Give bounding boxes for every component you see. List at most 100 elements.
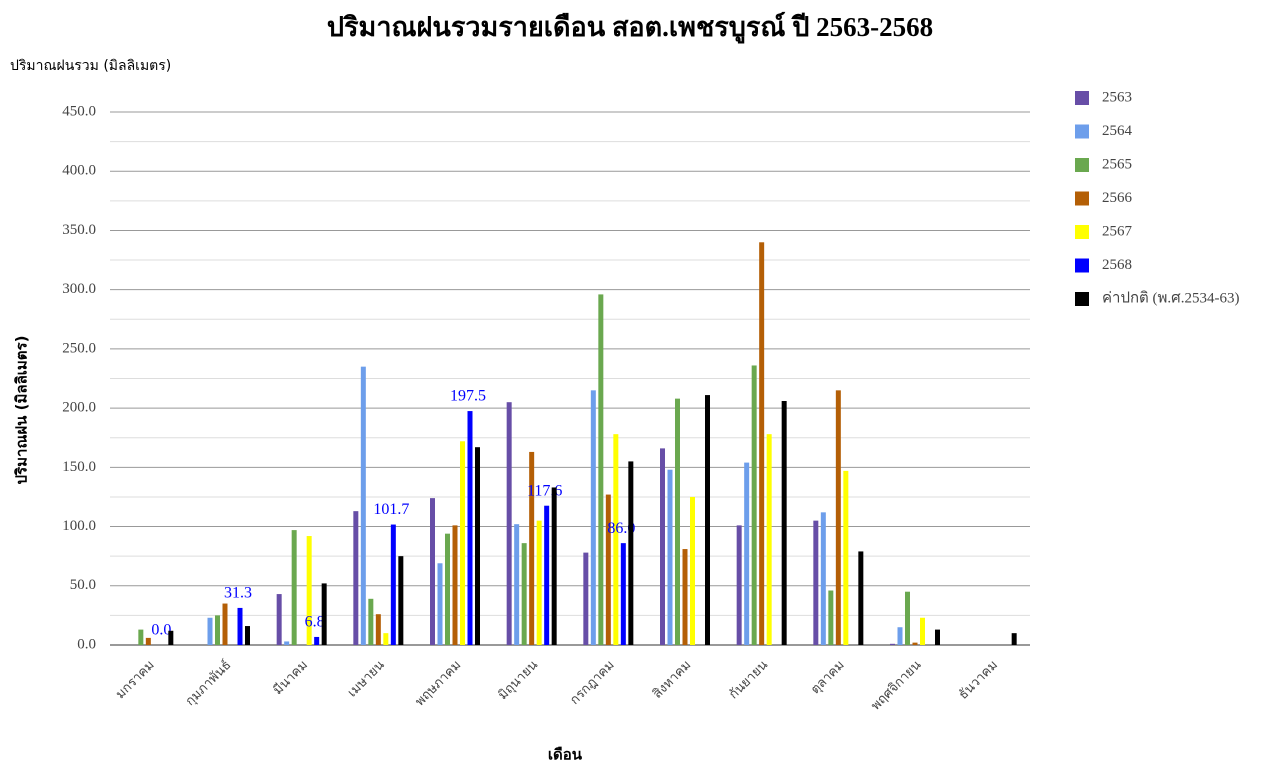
- bar: [544, 505, 550, 645]
- bar: [314, 636, 320, 645]
- bar: [912, 642, 918, 645]
- y-tick-label: 350.0: [62, 222, 96, 238]
- bar: [682, 549, 688, 645]
- bar: [360, 366, 366, 645]
- legend-swatch: [1075, 225, 1089, 239]
- bar: [820, 512, 826, 645]
- y-tick-label: 50.0: [70, 577, 96, 593]
- bar: [467, 411, 473, 645]
- bar: [766, 434, 772, 645]
- legend-swatch: [1075, 191, 1089, 206]
- legend-swatch: [1075, 158, 1089, 172]
- bar: [705, 395, 710, 645]
- bar: [935, 629, 940, 645]
- x-tick-label: เมษายน: [345, 658, 388, 701]
- bar: [736, 525, 742, 645]
- bar: [620, 543, 626, 645]
- bar: [390, 524, 396, 645]
- bar: [506, 402, 512, 645]
- bar: [781, 401, 787, 645]
- chart-title: ปริมาณฝนรวมรายเดือน สอต.เพชรบูรณ์ ปี 256…: [327, 11, 933, 44]
- bar: [145, 637, 151, 645]
- bar: [514, 524, 520, 645]
- chart-subtitle: ปริมาณฝนรวม (มิลลิเมตร): [10, 58, 171, 74]
- y-tick-label: 250.0: [62, 340, 96, 356]
- bar: [284, 641, 290, 645]
- bar: [660, 448, 665, 645]
- bar: [813, 520, 819, 645]
- bar: [138, 629, 144, 645]
- bar: [306, 536, 312, 645]
- y-tick-label: 400.0: [62, 163, 96, 179]
- bar: [628, 461, 634, 645]
- x-tick-label: มิถุนายน: [496, 658, 541, 703]
- data-label: 101.7: [373, 501, 409, 518]
- bar: [828, 590, 834, 645]
- y-tick-label: 300.0: [62, 281, 96, 297]
- data-label: 197.5: [450, 388, 486, 405]
- x-tick-label: กันยายน: [726, 658, 771, 703]
- bar: [237, 607, 243, 645]
- bar: [1011, 633, 1017, 645]
- x-tick-label: สิงหาคม: [650, 658, 694, 702]
- bar: [759, 242, 765, 646]
- legend-swatch: [1075, 124, 1089, 139]
- bar: [605, 494, 611, 645]
- bar: [690, 496, 695, 645]
- legend-label: 2567: [1102, 223, 1133, 239]
- data-label: 0.0: [151, 622, 171, 639]
- bar: [744, 462, 750, 645]
- bar: [368, 598, 374, 645]
- data-label: 117.6: [527, 482, 562, 499]
- bar: [383, 633, 389, 645]
- bar: [168, 630, 174, 645]
- x-tick-label: กรกฎาคม: [567, 658, 617, 708]
- legend-label: 2568: [1102, 257, 1132, 273]
- data-label: 31.3: [224, 585, 252, 602]
- y-tick-label: 200.0: [62, 400, 96, 416]
- x-tick-label: มีนาคม: [270, 657, 311, 698]
- y-axis-title: ปริมาณฝน (มิลลิเมตร): [13, 336, 31, 485]
- legend-swatch: [1075, 258, 1089, 273]
- bar: [475, 447, 480, 645]
- bar: [536, 520, 542, 645]
- x-tick-label: กุมภาพันธ์: [182, 657, 234, 709]
- y-tick-label: 100.0: [62, 518, 96, 534]
- bar: [321, 583, 327, 645]
- bar: [835, 390, 841, 645]
- bar: [245, 626, 250, 645]
- legend-label: 2566: [1102, 190, 1133, 206]
- bar: [452, 525, 458, 645]
- y-tick-label: 0.0: [77, 636, 96, 652]
- y-tick-label: 450.0: [62, 103, 96, 119]
- bar: [207, 617, 213, 645]
- x-tick-label: พฤศจิกายน: [868, 658, 924, 714]
- y-tick-label: 150.0: [62, 459, 96, 475]
- bar: [437, 563, 443, 645]
- bar: [529, 451, 535, 645]
- legend-label: 2564: [1102, 123, 1133, 139]
- x-tick-label: มกราคม: [113, 658, 158, 703]
- bar: [751, 365, 757, 645]
- bar: [613, 434, 619, 645]
- bar: [460, 441, 465, 645]
- x-axis-title: เดือน: [548, 746, 583, 764]
- bar: [598, 294, 604, 645]
- bar: [583, 552, 589, 645]
- bar: [291, 530, 297, 645]
- bar: [430, 498, 435, 645]
- bar: [890, 643, 895, 645]
- data-label: 6.8: [305, 614, 325, 631]
- x-tick-label: ธันวาคม: [956, 658, 1001, 703]
- bar: [551, 487, 557, 645]
- bar: [521, 543, 527, 645]
- bar: [398, 556, 404, 645]
- bar: [667, 469, 673, 645]
- x-tick-label: ตุลาคม: [808, 658, 848, 698]
- legend-swatch: [1075, 292, 1089, 306]
- bar: [897, 627, 903, 645]
- legend-label: ค่าปกติ (พ.ศ.2534-63): [1102, 289, 1239, 306]
- bar: [276, 594, 282, 645]
- bar: [353, 511, 359, 645]
